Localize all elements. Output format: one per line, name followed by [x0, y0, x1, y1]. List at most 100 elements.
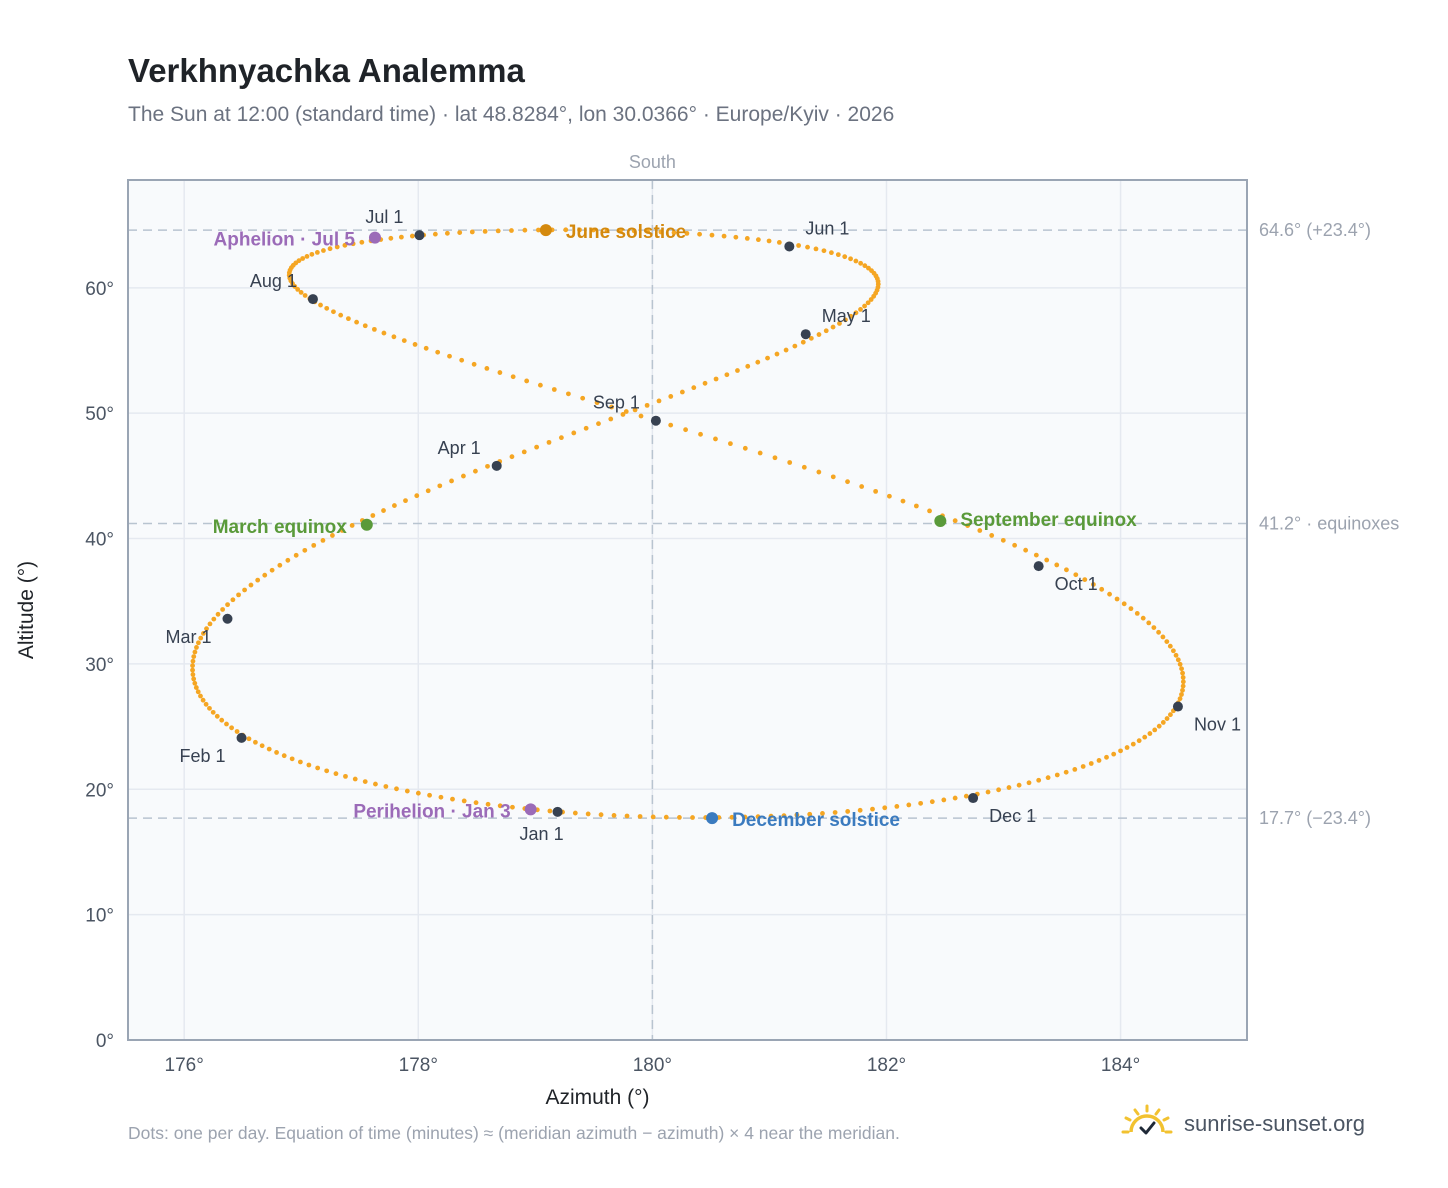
- month-label: May 1: [822, 306, 871, 326]
- day-dot: [857, 807, 863, 813]
- day-dot: [1180, 675, 1186, 680]
- day-dot: [253, 739, 258, 745]
- day-dot: [800, 339, 806, 345]
- day-dot: [1180, 683, 1186, 689]
- day-dot: [338, 312, 344, 318]
- day-dot: [900, 498, 906, 504]
- day-dot: [604, 227, 610, 233]
- day-dot: [650, 814, 656, 820]
- day-dot: [1054, 562, 1060, 568]
- day-dot: [391, 334, 397, 340]
- day-dot: [801, 464, 807, 470]
- day-dot: [412, 342, 418, 347]
- y-tick-label: 50°: [85, 404, 114, 425]
- day-dot: [324, 305, 330, 311]
- day-dot: [787, 460, 793, 465]
- day-dot: [1054, 772, 1060, 778]
- day-dot: [473, 468, 478, 474]
- day-dot: [713, 436, 718, 442]
- x-tick-label: 176°: [165, 1055, 204, 1076]
- day-dot: [1000, 537, 1006, 543]
- day-dot: [300, 256, 306, 261]
- day-dot: [414, 493, 420, 499]
- brand-name[interactable]: sunrise-sunset.org: [1184, 1111, 1365, 1136]
- day-dot: [524, 378, 530, 384]
- day-dot: [298, 290, 304, 295]
- day-dot: [350, 241, 356, 247]
- day-dot: [1173, 652, 1179, 658]
- day-dot: [996, 787, 1002, 793]
- day-dot: [1180, 679, 1186, 685]
- day-dot: [853, 258, 859, 264]
- plot-area: [128, 180, 1247, 1040]
- day-dot: [457, 230, 463, 235]
- day-dot: [618, 228, 624, 233]
- day-dot: [207, 621, 213, 627]
- day-dot: [321, 248, 326, 253]
- day-dot: [1033, 552, 1039, 558]
- day-dot: [1045, 775, 1051, 781]
- day-dot: [297, 759, 303, 765]
- day-dot: [623, 409, 629, 414]
- day-dot: [190, 658, 196, 664]
- month-label: Mar 1: [165, 627, 211, 647]
- day-dot: [293, 552, 299, 558]
- event-marker: [524, 803, 537, 816]
- day-dot: [1156, 723, 1162, 729]
- month-marker: [222, 613, 233, 624]
- day-dot: [663, 814, 669, 820]
- day-dot: [215, 611, 221, 617]
- day-dot: [683, 427, 688, 433]
- day-dot: [677, 815, 682, 820]
- day-dot: [843, 317, 848, 323]
- day-dot: [894, 804, 900, 809]
- x-tick-label: 182°: [867, 1055, 906, 1076]
- day-dot: [497, 803, 503, 809]
- day-dot: [461, 798, 467, 804]
- day-dot: [772, 455, 778, 461]
- day-dot: [343, 773, 348, 779]
- x-tick-label: 178°: [399, 1055, 438, 1076]
- brand[interactable]: sunrise-sunset.org: [1120, 1100, 1365, 1148]
- day-dot: [1088, 761, 1094, 766]
- day-dot: [302, 547, 308, 553]
- day-dot: [302, 293, 308, 298]
- day-dot: [370, 513, 376, 518]
- month-label: Aug 1: [250, 271, 297, 291]
- day-dot: [423, 345, 429, 351]
- day-dot: [266, 746, 272, 752]
- day-dot: [1124, 745, 1130, 750]
- day-dot: [816, 469, 822, 475]
- day-dot: [757, 450, 763, 456]
- day-dot: [191, 654, 197, 660]
- day-dot: [196, 640, 201, 646]
- day-dot: [509, 454, 515, 460]
- day-dot: [755, 237, 761, 243]
- day-dot: [566, 391, 571, 397]
- day-dot: [792, 343, 798, 349]
- day-dot: [220, 607, 226, 612]
- day-dot: [432, 231, 438, 237]
- day-dot: [830, 324, 836, 330]
- day-dot: [469, 229, 475, 235]
- day-dot: [721, 233, 727, 239]
- day-dot: [823, 328, 829, 334]
- day-dot: [259, 743, 265, 749]
- day-dot: [1177, 661, 1183, 667]
- day-dot: [848, 256, 853, 262]
- day-dot: [1104, 754, 1109, 760]
- day-dot: [274, 750, 279, 755]
- day-dot: [236, 592, 241, 598]
- day-dot: [1080, 764, 1086, 769]
- day-dot: [842, 254, 848, 260]
- day-dot: [388, 235, 394, 241]
- day-dot: [225, 602, 230, 608]
- event-label: September equinox: [960, 510, 1137, 531]
- day-dot: [805, 244, 810, 250]
- day-dot: [684, 230, 690, 236]
- day-dot: [697, 231, 702, 237]
- day-dot: [580, 395, 586, 401]
- day-dot: [461, 473, 466, 479]
- day-dot: [450, 796, 455, 802]
- day-dot: [656, 398, 662, 404]
